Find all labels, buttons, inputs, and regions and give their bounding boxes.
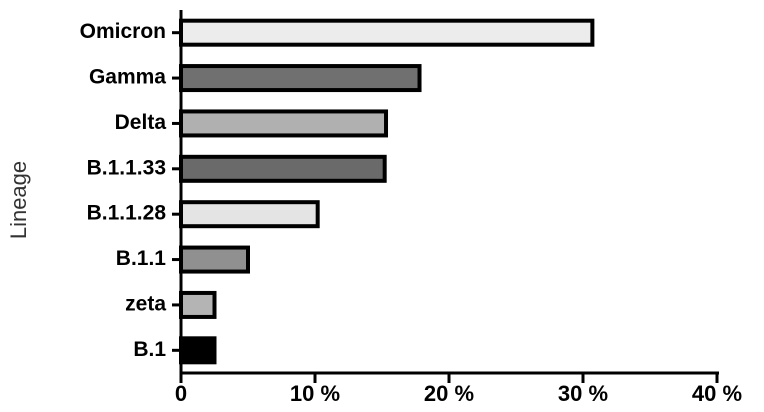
x-tick-label: 0 bbox=[175, 381, 187, 406]
bar bbox=[179, 109, 389, 138]
bar bbox=[179, 290, 217, 319]
y-tick-label: Gamma bbox=[89, 66, 166, 89]
y-tick-label: Delta bbox=[115, 111, 167, 134]
bar bbox=[179, 200, 320, 229]
bar bbox=[179, 18, 595, 47]
bar bbox=[179, 64, 422, 93]
y-tick-label: B.1.1.28 bbox=[87, 202, 167, 225]
y-tick-label: B.1 bbox=[133, 338, 166, 361]
y-axis-label: Lineage bbox=[6, 161, 31, 239]
bar bbox=[179, 336, 217, 365]
x-tick-label: 40 % bbox=[692, 381, 742, 406]
y-tick-label: B.1.1 bbox=[116, 247, 167, 270]
bar bbox=[179, 245, 250, 274]
y-tick-label: zeta bbox=[125, 292, 166, 315]
x-tick-label: 20 % bbox=[424, 381, 474, 406]
y-tick-label: Omicron bbox=[80, 20, 166, 43]
bar bbox=[179, 154, 387, 183]
x-tick-label: 30 % bbox=[558, 381, 608, 406]
y-tick-label: B.1.1.33 bbox=[87, 156, 166, 179]
x-tick-label: 10 % bbox=[290, 381, 340, 406]
